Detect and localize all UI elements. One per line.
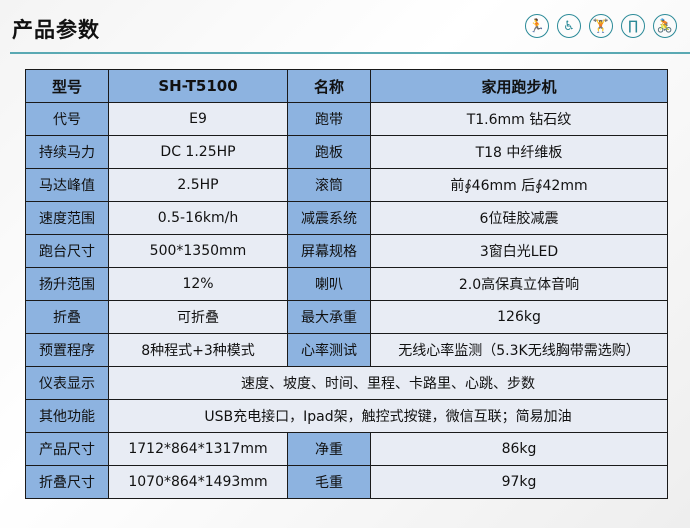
- spec-label: 其他功能: [25, 399, 109, 433]
- table-row: 马达峰值 2.5HP 滚筒 前∮46mm 后∮42mm: [25, 168, 668, 202]
- table-row: 其他功能 USB充电接口，Ipad架，触控式按键，微信互联；简易加油: [25, 399, 668, 433]
- treadmill-icon: 🏃: [525, 14, 549, 38]
- spec-label: 持续马力: [25, 135, 109, 169]
- spec-label: 屏幕规格: [287, 234, 371, 268]
- massage-chair-icon: ♿: [557, 14, 581, 38]
- spec-table: 型号 SH-T5100 名称 家用跑步机 代号 E9 跑带 T1.6mm 钻石纹 持续马力 DC …: [25, 69, 668, 499]
- table-row: 仪表显示 速度、坡度、时间、里程、卡路里、心跳、步数: [25, 366, 668, 400]
- spec-value: 500*1350mm: [108, 234, 288, 268]
- spec-label: 折叠尺寸: [25, 465, 109, 499]
- spec-label: 跑带: [287, 102, 371, 136]
- spec-value: 8种程式+3种模式: [108, 333, 288, 367]
- spec-value: 3窗白光LED: [370, 234, 668, 268]
- spec-value: 6位硅胶减震: [370, 201, 668, 235]
- table-row: 代号 E9 跑带 T1.6mm 钻石纹: [25, 102, 668, 136]
- spec-value: 1712*864*1317mm: [108, 432, 288, 466]
- spec-value: 2.0高保真立体音响: [370, 267, 668, 301]
- weightlifting-icon: 🏋: [589, 14, 613, 38]
- spec-value: 12%: [108, 267, 288, 301]
- spec-label: 最大承重: [287, 300, 371, 334]
- spec-value: T18 中纤维板: [370, 135, 668, 169]
- spec-label: 折叠: [25, 300, 109, 334]
- pullup-frame-icon: ∏: [621, 14, 645, 38]
- spec-label: 喇叭: [287, 267, 371, 301]
- spec-value: 2.5HP: [108, 168, 288, 202]
- spec-label: 扬升范围: [25, 267, 109, 301]
- table-row: 速度范围 0.5-16km/h 减震系统 6位硅胶减震: [25, 201, 668, 235]
- spec-label: 马达峰值: [25, 168, 109, 202]
- spec-label: 代号: [25, 102, 109, 136]
- spec-label: 心率测试: [287, 333, 371, 367]
- header-divider: [10, 52, 690, 54]
- spec-value: SH-T5100: [108, 69, 288, 103]
- spec-value: DC 1.25HP: [108, 135, 288, 169]
- spec-value: 前∮46mm 后∮42mm: [370, 168, 668, 202]
- spec-value: 1070*864*1493mm: [108, 465, 288, 499]
- spec-value: 可折叠: [108, 300, 288, 334]
- spec-label: 仪表显示: [25, 366, 109, 400]
- spec-value: USB充电接口，Ipad架，触控式按键，微信互联；简易加油: [108, 399, 668, 433]
- spec-value: 速度、坡度、时间、里程、卡路里、心跳、步数: [108, 366, 668, 400]
- spec-label: 减震系统: [287, 201, 371, 235]
- spec-value: T1.6mm 钻石纹: [370, 102, 668, 136]
- spec-value: 97kg: [370, 465, 668, 499]
- spec-label: 滚筒: [287, 168, 371, 202]
- table-header-row: 型号 SH-T5100 名称 家用跑步机: [25, 69, 668, 103]
- table-row: 预置程序 8种程式+3种模式 心率测试 无线心率监测（5.3K无线胸带需选购）: [25, 333, 668, 367]
- spec-label: 净重: [287, 432, 371, 466]
- category-icons: 🏃 ♿ 🏋 ∏ 🚴: [525, 14, 677, 38]
- spec-label: 型号: [25, 69, 109, 103]
- spec-value: 126kg: [370, 300, 668, 334]
- spec-label: 预置程序: [25, 333, 109, 367]
- spec-value: 无线心率监测（5.3K无线胸带需选购）: [370, 333, 668, 367]
- spec-value: 86kg: [370, 432, 668, 466]
- table-row: 产品尺寸 1712*864*1317mm 净重 86kg: [25, 432, 668, 466]
- table-row: 扬升范围 12% 喇叭 2.0高保真立体音响: [25, 267, 668, 301]
- spec-value: E9: [108, 102, 288, 136]
- table-row: 跑台尺寸 500*1350mm 屏幕规格 3窗白光LED: [25, 234, 668, 268]
- exercise-bike-icon: 🚴: [653, 14, 677, 38]
- page-title: 产品参数: [12, 18, 100, 42]
- table-row: 折叠尺寸 1070*864*1493mm 毛重 97kg: [25, 465, 668, 499]
- table-row: 持续马力 DC 1.25HP 跑板 T18 中纤维板: [25, 135, 668, 169]
- spec-value: 家用跑步机: [370, 69, 668, 103]
- spec-value: 0.5-16km/h: [108, 201, 288, 235]
- spec-label: 跑台尺寸: [25, 234, 109, 268]
- spec-label: 名称: [287, 69, 371, 103]
- table-row: 折叠 可折叠 最大承重 126kg: [25, 300, 668, 334]
- spec-label: 速度范围: [25, 201, 109, 235]
- spec-label: 跑板: [287, 135, 371, 169]
- spec-label: 毛重: [287, 465, 371, 499]
- spec-label: 产品尺寸: [25, 432, 109, 466]
